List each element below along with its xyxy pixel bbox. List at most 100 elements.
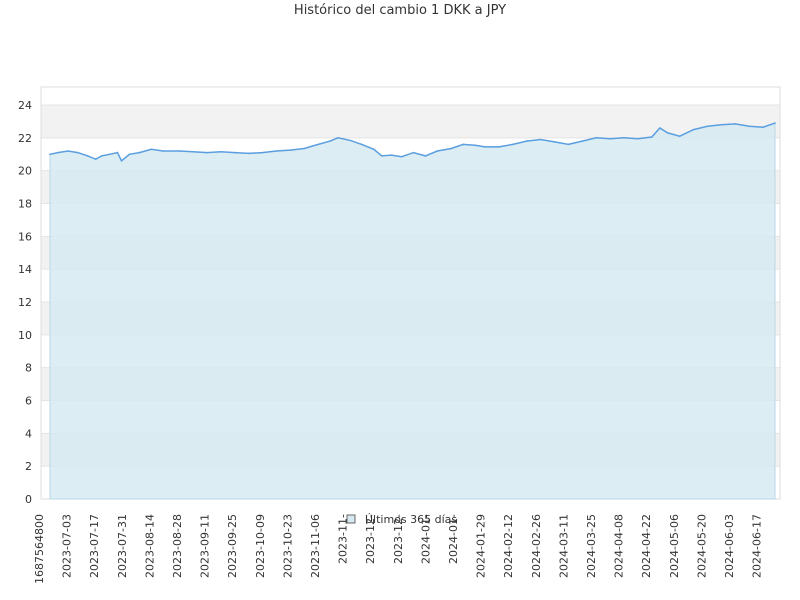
data-point	[380, 155, 383, 157]
data-point	[539, 138, 542, 141]
data-point	[116, 151, 119, 154]
x-tick-label: 2024-03-11	[557, 514, 570, 578]
data-point	[108, 153, 111, 156]
data-point	[206, 151, 208, 154]
x-tick-label: 2023-12-	[392, 514, 405, 564]
x-tick-label: 2023-07-03	[61, 514, 74, 578]
data-point	[178, 150, 180, 152]
data-point	[162, 150, 164, 152]
data-point	[138, 151, 141, 154]
x-tick-label: 2024-04-08	[613, 514, 626, 578]
x-axis-ticks: 1687564800 2023-07-03 2023-07-17 2023-07-31…	[33, 514, 764, 584]
data-point	[86, 155, 89, 157]
data-point	[623, 137, 625, 139]
x-tick-label: 2023-12-	[364, 514, 377, 564]
y-tick-label: 22	[18, 132, 32, 145]
x-tick-label: 2023-07-31	[116, 514, 129, 578]
x-tick-label: 2024-05-06	[668, 514, 681, 578]
data-point	[317, 143, 320, 146]
data-point	[349, 139, 351, 142]
y-tick-label: 12	[18, 296, 32, 309]
data-point	[484, 146, 486, 148]
data-point	[128, 153, 131, 156]
data-point	[512, 143, 514, 146]
data-point	[424, 155, 427, 157]
x-tick-label: 2024-01-29	[475, 514, 488, 578]
data-point	[361, 143, 363, 146]
x-tick-label: 2024-04-22	[640, 514, 653, 578]
data-point	[666, 132, 669, 134]
y-tick-label: 2	[25, 460, 32, 473]
y-tick-label: 10	[18, 329, 32, 342]
area-fill	[49, 122, 776, 500]
data-point	[77, 151, 79, 154]
data-point	[192, 151, 194, 153]
legend-swatch[interactable]	[346, 514, 356, 524]
data-point	[659, 127, 661, 129]
data-point	[303, 147, 306, 150]
data-point	[595, 137, 597, 139]
data-point	[150, 148, 153, 151]
x-tick-label: 2023-08-14	[143, 514, 156, 578]
data-point	[436, 150, 439, 152]
data-point	[49, 153, 51, 156]
y-tick-label: 14	[18, 263, 32, 276]
y-tick-label: 8	[25, 362, 32, 375]
data-point	[450, 147, 453, 150]
x-tick-label: 2023-09-11	[199, 514, 212, 578]
data-point	[762, 126, 764, 128]
y-tick-label: 20	[18, 165, 32, 178]
data-point	[400, 155, 403, 158]
x-tick-label: 2023-09-25	[226, 514, 239, 578]
y-tick-label: 18	[18, 198, 32, 211]
legend[interactable]: Últimos 365 días	[346, 513, 457, 526]
data-point	[373, 148, 375, 151]
y-tick-label: 24	[18, 99, 32, 112]
x-tick-label: 2024-01-	[419, 514, 432, 564]
x-tick-label: 2024-03-25	[585, 514, 598, 578]
y-tick-label: 16	[18, 230, 32, 243]
x-tick-label: 2024-02-26	[530, 514, 543, 578]
x-tick-label: 2023-08-28	[171, 514, 184, 578]
data-point	[567, 143, 570, 146]
data-point	[553, 141, 556, 143]
x-tick-label: 2023-10-23	[281, 514, 294, 578]
data-point	[748, 125, 750, 128]
data-point	[289, 149, 292, 151]
data-point	[720, 123, 723, 126]
data-point	[692, 128, 695, 131]
y-tick-label: 4	[25, 427, 32, 440]
data-point	[774, 122, 776, 124]
data-point	[67, 150, 69, 152]
x-tick-label: 1687564800	[33, 514, 46, 584]
data-point	[734, 123, 737, 125]
x-tick-label: 2023-11-	[337, 514, 350, 564]
x-tick-label: 2024-05-20	[695, 514, 708, 578]
data-point	[462, 143, 465, 146]
data-point	[474, 144, 476, 146]
x-tick-label: 2023-07-17	[88, 514, 101, 578]
series-line	[49, 122, 776, 162]
data-point	[329, 140, 331, 142]
data-point	[120, 160, 123, 162]
data-point	[525, 140, 528, 142]
x-tick-label: 2024-01-	[447, 514, 460, 564]
data-point	[609, 137, 611, 140]
data-point	[220, 151, 222, 153]
chart-title: Histórico del cambio 1 DKK a JPY	[293, 3, 507, 18]
x-tick-label: 2023-11-06	[309, 514, 322, 578]
data-point	[57, 151, 59, 154]
data-point	[637, 137, 639, 140]
x-tick-label: 2023-10-09	[254, 514, 267, 578]
legend-label[interactable]: Últimos 365 días	[365, 513, 457, 526]
data-point	[706, 125, 709, 128]
x-tick-label: 2024-06-03	[723, 514, 736, 578]
data-point	[94, 158, 97, 160]
y-tick-label: 0	[25, 493, 32, 506]
data-point	[678, 135, 681, 137]
data-point	[390, 154, 393, 156]
grid-band	[41, 87, 780, 105]
